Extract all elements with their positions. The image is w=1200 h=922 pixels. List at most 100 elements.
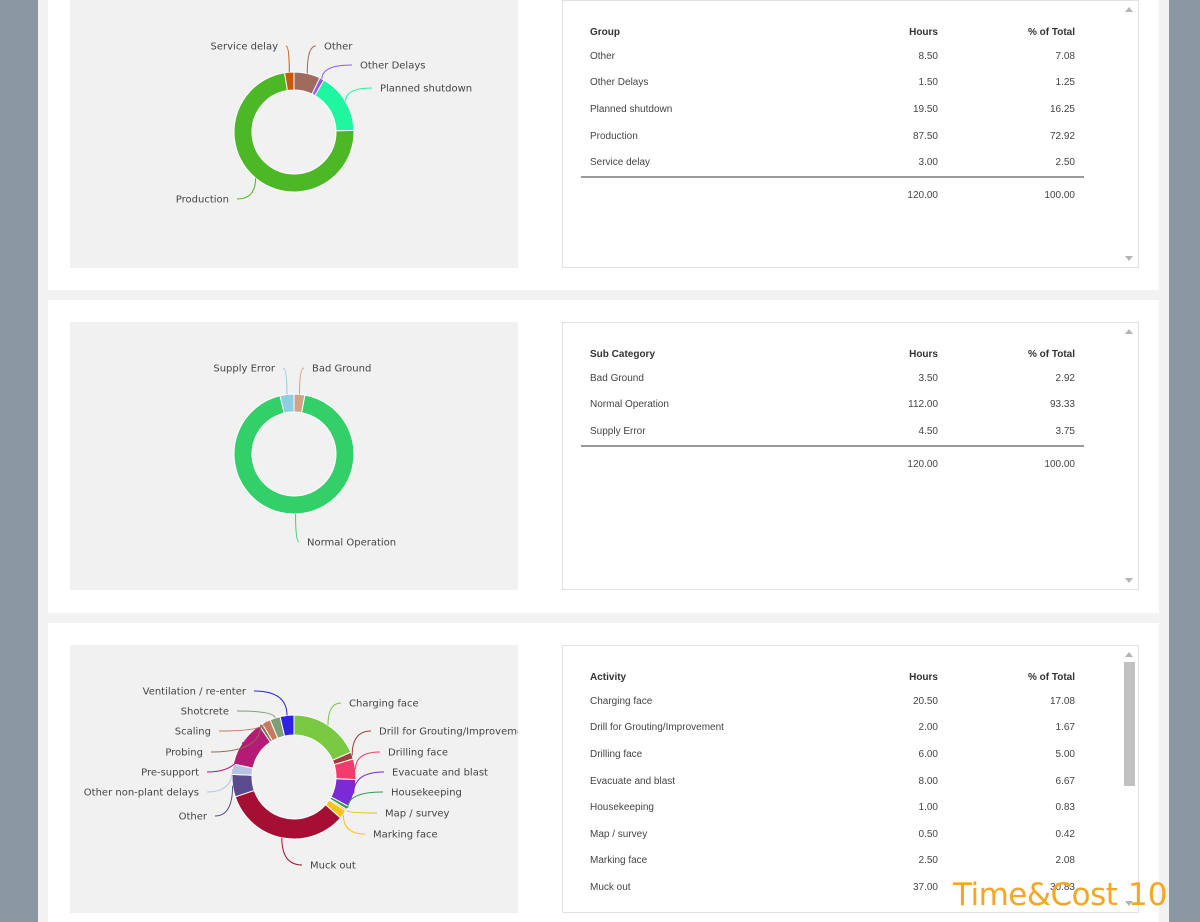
table-cell: 2.50 <box>1055 157 1075 169</box>
column-header-of-total[interactable]: % of Total <box>1027 348 1075 360</box>
data-label-marking-face: Marking face <box>373 830 438 841</box>
table-cell: Muck out <box>590 881 631 893</box>
table-row: Supply Error 4.50 3.75 <box>581 418 1084 446</box>
table-row: Muck out 37.00 30.83 <box>581 874 1084 901</box>
total-cell: 100.00 <box>947 175 1084 214</box>
table-cell: 37.00 <box>912 881 938 893</box>
data-label-normal-operation: Normal Operation <box>307 538 396 549</box>
report-panel-subcategory: Bad Ground Normal Operation Supply Error S… <box>48 300 1159 613</box>
table-row: Marking face 2.50 2.08 <box>581 848 1084 875</box>
column-header-of-total[interactable]: % of Total <box>1027 26 1075 38</box>
table-cell: Housekeeping <box>590 802 654 814</box>
table-cell: Bad Ground <box>590 372 644 384</box>
table-cell: 7.08 <box>1055 50 1075 62</box>
label-connector <box>306 45 317 74</box>
column-header-group[interactable]: Group <box>590 26 620 38</box>
column-header-of-total[interactable]: % of Total <box>1027 671 1075 683</box>
data-table: Group Hours % of Total Other 8.50 7.08 Other D… <box>581 21 1084 214</box>
label-connector <box>298 367 305 395</box>
total-cell <box>581 175 849 214</box>
column-header-hours[interactable]: Hours <box>909 671 938 683</box>
scroll-up-icon[interactable] <box>1125 329 1133 334</box>
scroll-up-icon[interactable] <box>1125 7 1133 12</box>
table-activity: Activity Hours % of Total Charging face 20.5… <box>562 645 1139 913</box>
donut-chart-svg: Charging face Drill for Grouting/Improvem… <box>84 687 518 872</box>
scroll-down-icon[interactable] <box>1125 256 1133 261</box>
slice-ventilation-re-enter[interactable] <box>279 714 295 737</box>
report-panel-activity: Charging face Drill for Grouting/Improvem… <box>48 623 1159 922</box>
total-cell: 120.00 <box>849 175 947 214</box>
data-label-production: Production <box>176 195 229 206</box>
scroll-up-icon[interactable] <box>1125 652 1133 657</box>
slice-planned-shutdown[interactable] <box>314 79 355 132</box>
data-label-housekeeping: Housekeeping <box>391 788 462 799</box>
table-cell: 72.92 <box>1049 130 1075 142</box>
table-cell: 3.75 <box>1055 425 1075 437</box>
table-cell: Supply Error <box>590 425 646 437</box>
scroll-down-icon[interactable] <box>1125 578 1133 583</box>
report-panel-group: Other Other Delays Planned shutdown Product… <box>48 0 1159 290</box>
table-header-row: Group Hours % of Total <box>581 21 1084 43</box>
label-connector <box>345 809 378 814</box>
scroll-thumb[interactable] <box>1124 662 1135 786</box>
slice-supply-error[interactable] <box>279 393 295 414</box>
table-row: Other 8.50 7.08 <box>581 43 1084 70</box>
table-subcategory: Sub Category Hours % of Total Bad Ground 3.5… <box>562 322 1139 590</box>
table-cell: 1.00 <box>918 802 938 814</box>
table-cell: Drilling face <box>590 748 643 760</box>
table-row: Other Delays 1.50 1.25 <box>581 70 1084 97</box>
table-cell: 0.50 <box>918 828 938 840</box>
data-label-evacuate-and-blast: Evacuate and blast <box>392 768 488 779</box>
column-header-hours[interactable]: Hours <box>909 26 938 38</box>
page-number: 10 <box>1128 877 1168 913</box>
table-total-row: 120.00 100.00 <box>581 444 1084 483</box>
table-row: Production 87.50 72.92 <box>581 123 1084 150</box>
table-cell: 8.00 <box>918 775 938 787</box>
table-cell: 112.00 <box>908 399 938 411</box>
label-connector <box>210 724 262 753</box>
table-row: Service delay 3.00 2.50 <box>581 149 1084 177</box>
slice-service-delay[interactable] <box>284 71 295 92</box>
column-header-activity[interactable]: Activity <box>590 671 627 683</box>
scroll-down-icon[interactable] <box>1125 901 1133 906</box>
table-cell: 2.00 <box>918 722 938 734</box>
scrollbar[interactable] <box>1122 323 1138 589</box>
table-row: Drilling face 6.00 5.00 <box>581 741 1084 768</box>
brand-watermark: Time&Cost <box>953 877 1118 913</box>
table-cell: Other Delays <box>590 77 649 89</box>
data-label-muck-out: Muck out <box>310 861 356 872</box>
scrollbar[interactable] <box>1122 646 1138 912</box>
total-cell <box>581 444 849 483</box>
label-connector <box>214 785 234 817</box>
table-cell: Drill for Grouting/Improvement <box>590 722 724 734</box>
table-cell: Marking face <box>590 855 648 867</box>
table-cell: 20.50 <box>912 695 938 707</box>
data-label-bad-ground: Bad Ground <box>312 364 371 375</box>
data-label-ventilation-re-enter: Ventilation / re-enter <box>143 687 247 698</box>
data-label-other-delays: Other Delays <box>360 61 425 72</box>
slice-charging-face[interactable] <box>293 714 352 761</box>
table-cell: 93.33 <box>1049 399 1075 411</box>
table-cell: 2.92 <box>1055 372 1075 384</box>
column-header-hours[interactable]: Hours <box>909 348 938 360</box>
table-cell: 0.83 <box>1055 802 1075 814</box>
table-cell: 1.50 <box>918 77 938 89</box>
table-cell: Charging face <box>590 695 653 707</box>
table-cell: 17.08 <box>1049 695 1075 707</box>
table-row: Planned shutdown 19.50 16.25 <box>581 96 1084 123</box>
slice-normal-operation[interactable] <box>233 394 355 515</box>
table-cell: 6.00 <box>918 748 938 760</box>
table-row: Charging face 20.50 17.08 <box>581 688 1084 715</box>
table-cell: 2.50 <box>918 855 938 867</box>
table-cell: 30.83 <box>1049 881 1075 893</box>
column-header-sub-category[interactable]: Sub Category <box>590 348 656 360</box>
label-connector <box>236 710 276 719</box>
slice-production[interactable] <box>233 72 355 193</box>
table-cell: 8.50 <box>918 50 938 62</box>
table-row: Evacuate and blast 8.00 6.67 <box>581 768 1084 795</box>
table-cell: Planned shutdown <box>590 103 673 115</box>
slice-muck-out[interactable] <box>234 789 342 840</box>
scrollbar[interactable] <box>1122 1 1138 267</box>
label-connector <box>353 771 385 794</box>
donut-chart-svg: Other Other Delays Planned shutdown Product… <box>176 42 472 206</box>
